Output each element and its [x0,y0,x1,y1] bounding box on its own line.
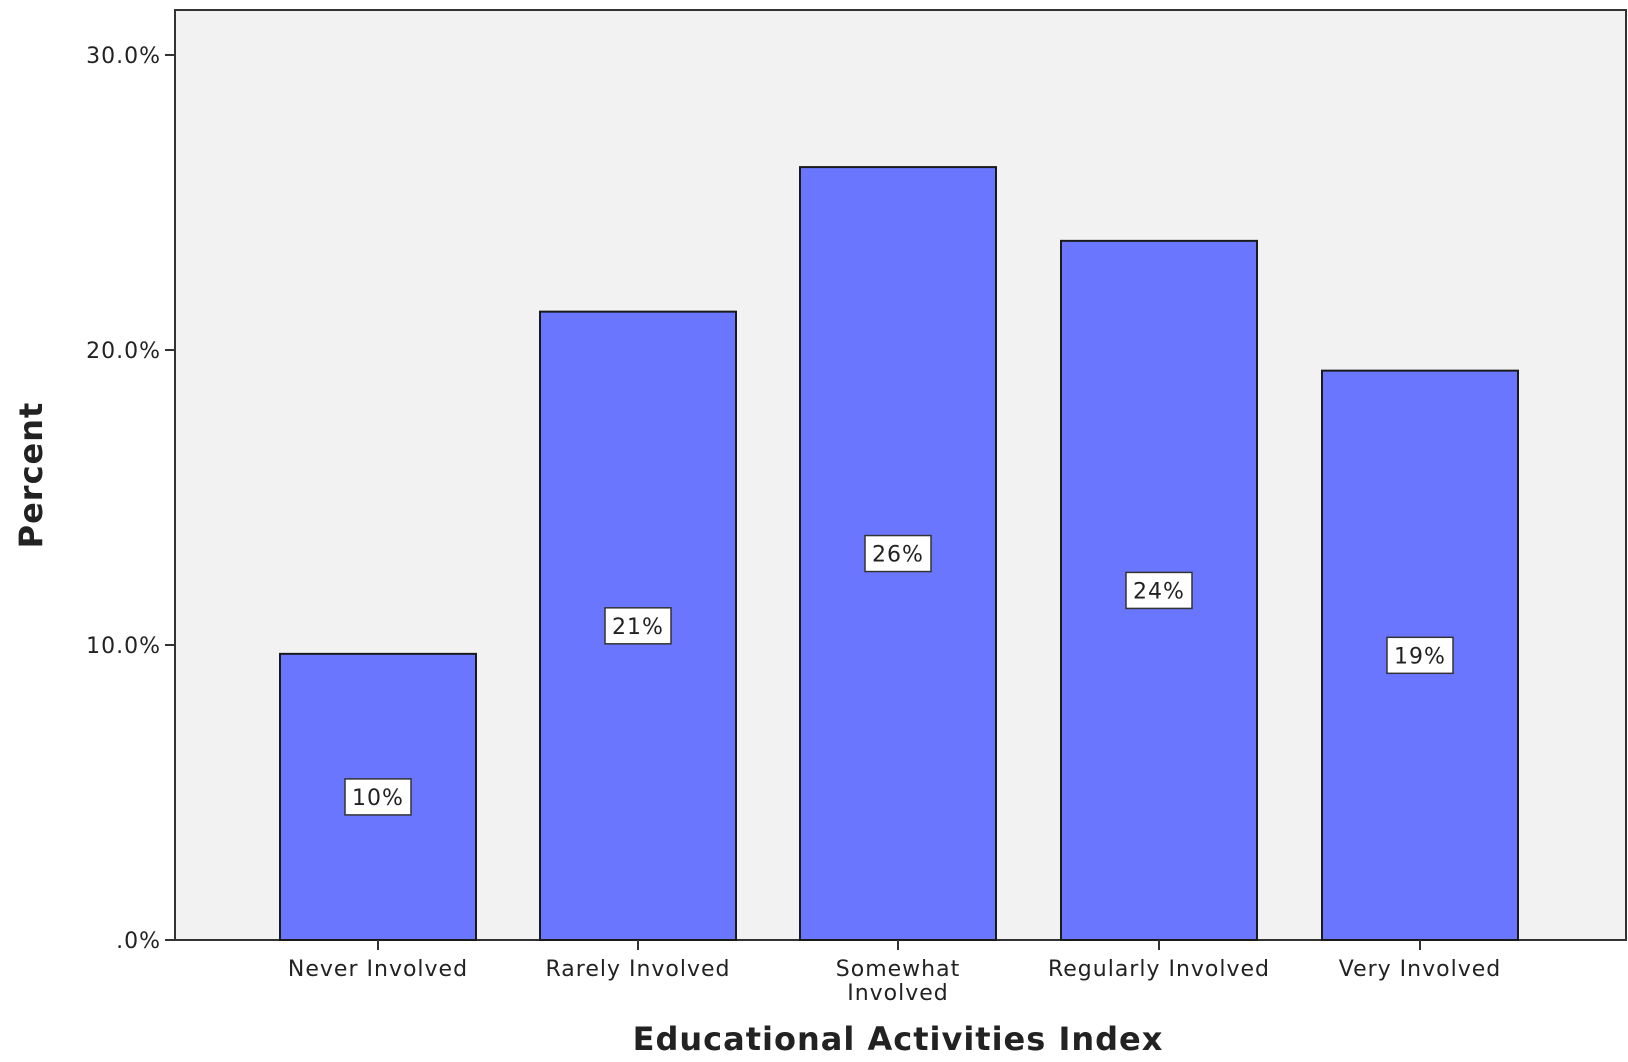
x-tick-label: Somewhat [836,957,960,982]
x-tick-label: Very Involved [1339,957,1501,982]
y-axis-title: Percent [12,402,50,549]
data-label-box [604,607,672,645]
data-label: 26% [872,543,924,568]
x-tick-label: Rarely Involved [545,957,730,982]
y-tick-label: .0% [116,929,161,954]
bars-group: 10% 21% 26% 24% 19% [279,166,1519,942]
data-label-box [1125,571,1193,610]
data-label: 19% [1394,644,1446,669]
y-tick-label: 10.0% [86,634,161,659]
y-tick-label: 20.0% [86,339,161,364]
data-label: 21% [612,615,664,640]
data-label-box [864,534,932,573]
x-tick-label: Involved [847,981,949,1006]
data-label: 24% [1133,579,1185,604]
data-label-box [344,778,412,816]
x-tick-label: Never Involved [288,957,468,982]
x-axis-title: Educational Activities Index [633,1020,1164,1057]
data-label: 10% [352,786,404,811]
y-axis: .0% 10.0% 20.0% 30.0% [86,44,175,954]
x-tick-label: Regularly Involved [1048,957,1270,982]
data-label-box [1386,636,1454,675]
x-axis: Never Involved Rarely Involved SomewhatInv… [288,940,1501,1006]
y-tick-label: 30.0% [86,44,161,69]
